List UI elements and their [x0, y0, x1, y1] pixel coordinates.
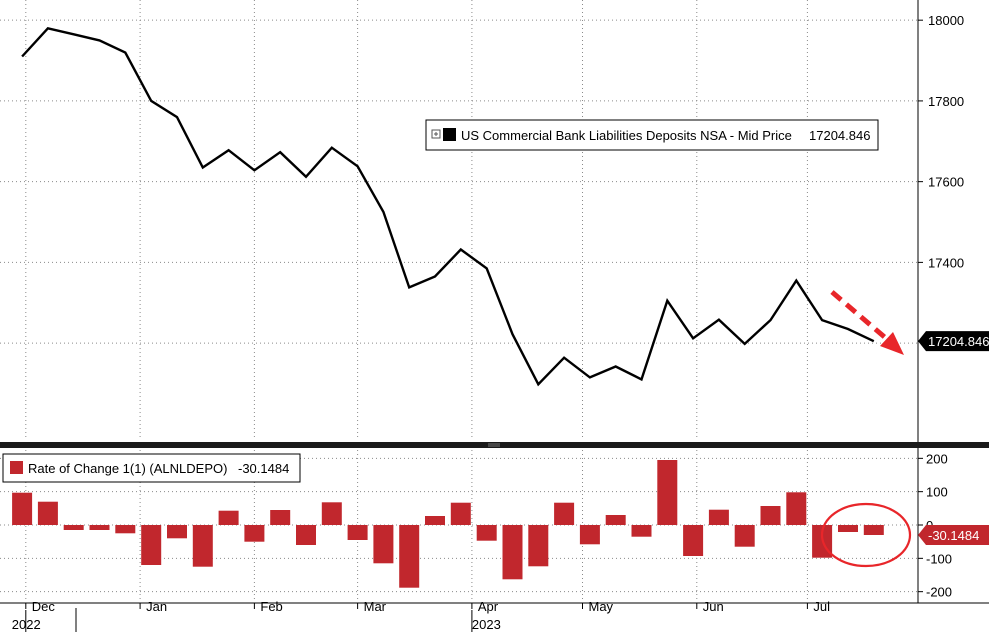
x-tick-label: Apr	[478, 599, 499, 614]
roc-bar	[605, 515, 626, 525]
x-tick-label: Feb	[260, 599, 282, 614]
x-tick-label: Dec	[32, 599, 56, 614]
roc-bar	[63, 525, 84, 530]
roc-bar	[554, 502, 575, 525]
y-tick-label: -100	[926, 551, 952, 566]
roc-bar	[579, 525, 600, 545]
year-label: 2023	[472, 617, 501, 632]
x-tick-label: May	[589, 599, 614, 614]
y-tick-label: 200	[926, 451, 948, 466]
year-label: 2022	[12, 617, 41, 632]
roc-bar	[321, 502, 342, 525]
y-tick-label: 100	[926, 485, 948, 500]
roc-bar	[786, 492, 807, 525]
legend-box	[425, 119, 879, 151]
rate-of-change-bars	[12, 460, 884, 588]
roc-bar	[373, 525, 394, 564]
last-value-box-bottom	[918, 525, 989, 546]
roc-bar	[657, 460, 678, 525]
y-tick-label: 17600	[928, 175, 964, 190]
legend-swatch	[10, 461, 23, 474]
top-panel-grid	[0, 0, 918, 440]
roc-bar	[399, 525, 420, 588]
y-tick-label: 17400	[928, 255, 964, 270]
x-axis: Dec Jan Feb Mar Apr May Jun Jul 2022 2023	[12, 599, 830, 632]
roc-bar	[192, 525, 213, 567]
legend-series-name: Rate of Change 1(1) (ALNLDEPO)	[28, 461, 227, 476]
roc-bar	[476, 525, 497, 541]
last-value-label-bottom: -30.1484	[928, 528, 979, 543]
roc-bar	[347, 525, 368, 540]
top-y-axis: 17400 17600 17800 18000	[918, 13, 964, 270]
roc-bar	[218, 510, 239, 525]
roc-bar	[270, 510, 291, 525]
roc-bar	[167, 525, 187, 539]
roc-bar	[528, 525, 549, 567]
x-tick-label: Mar	[364, 599, 387, 614]
highlight-ellipse	[820, 502, 912, 568]
roc-bar	[141, 525, 162, 565]
roc-bar	[863, 525, 884, 535]
x-tick-label: Jul	[813, 599, 830, 614]
legend-box	[2, 453, 301, 483]
roc-bar	[838, 525, 858, 532]
deposits-line-series	[21, 26, 875, 387]
legend-series-value: 17204.846	[809, 128, 870, 143]
roc-bar	[683, 525, 704, 556]
arrow-head-icon	[880, 332, 904, 355]
last-value-label-top: 17204.846	[928, 334, 989, 349]
legend-swatch	[443, 128, 456, 141]
roc-bar	[760, 506, 781, 525]
y-tick-label: 18000	[928, 13, 964, 28]
roc-bar	[37, 501, 58, 525]
roc-bar	[296, 525, 316, 545]
panel-divider	[0, 442, 989, 448]
legend-series-value: -30.1484	[238, 461, 289, 476]
roc-bar	[631, 525, 652, 537]
x-tick-label: Jan	[146, 599, 167, 614]
top-legend: US Commercial Bank Liabilities Deposits …	[425, 119, 879, 151]
legend-series-name: US Commercial Bank Liabilities Deposits …	[461, 128, 792, 143]
annotation-arrow	[830, 290, 904, 355]
roc-bar	[425, 516, 445, 525]
y-tick-label: 17800	[928, 94, 964, 109]
roc-bar	[12, 492, 33, 525]
dashed-arrow-shaft	[830, 290, 890, 342]
roc-bar	[89, 525, 110, 530]
y-tick-label: -200	[926, 585, 952, 600]
bottom-legend: Rate of Change 1(1) (ALNLDEPO) -30.1484	[2, 453, 301, 483]
x-tick-label: Jun	[703, 599, 724, 614]
roc-bar	[115, 525, 136, 534]
roc-bar	[734, 525, 755, 547]
roc-bar	[244, 525, 265, 542]
roc-bar	[450, 502, 471, 525]
roc-bar	[502, 525, 523, 580]
roc-bar	[708, 509, 729, 525]
last-value-box-top	[918, 331, 989, 352]
